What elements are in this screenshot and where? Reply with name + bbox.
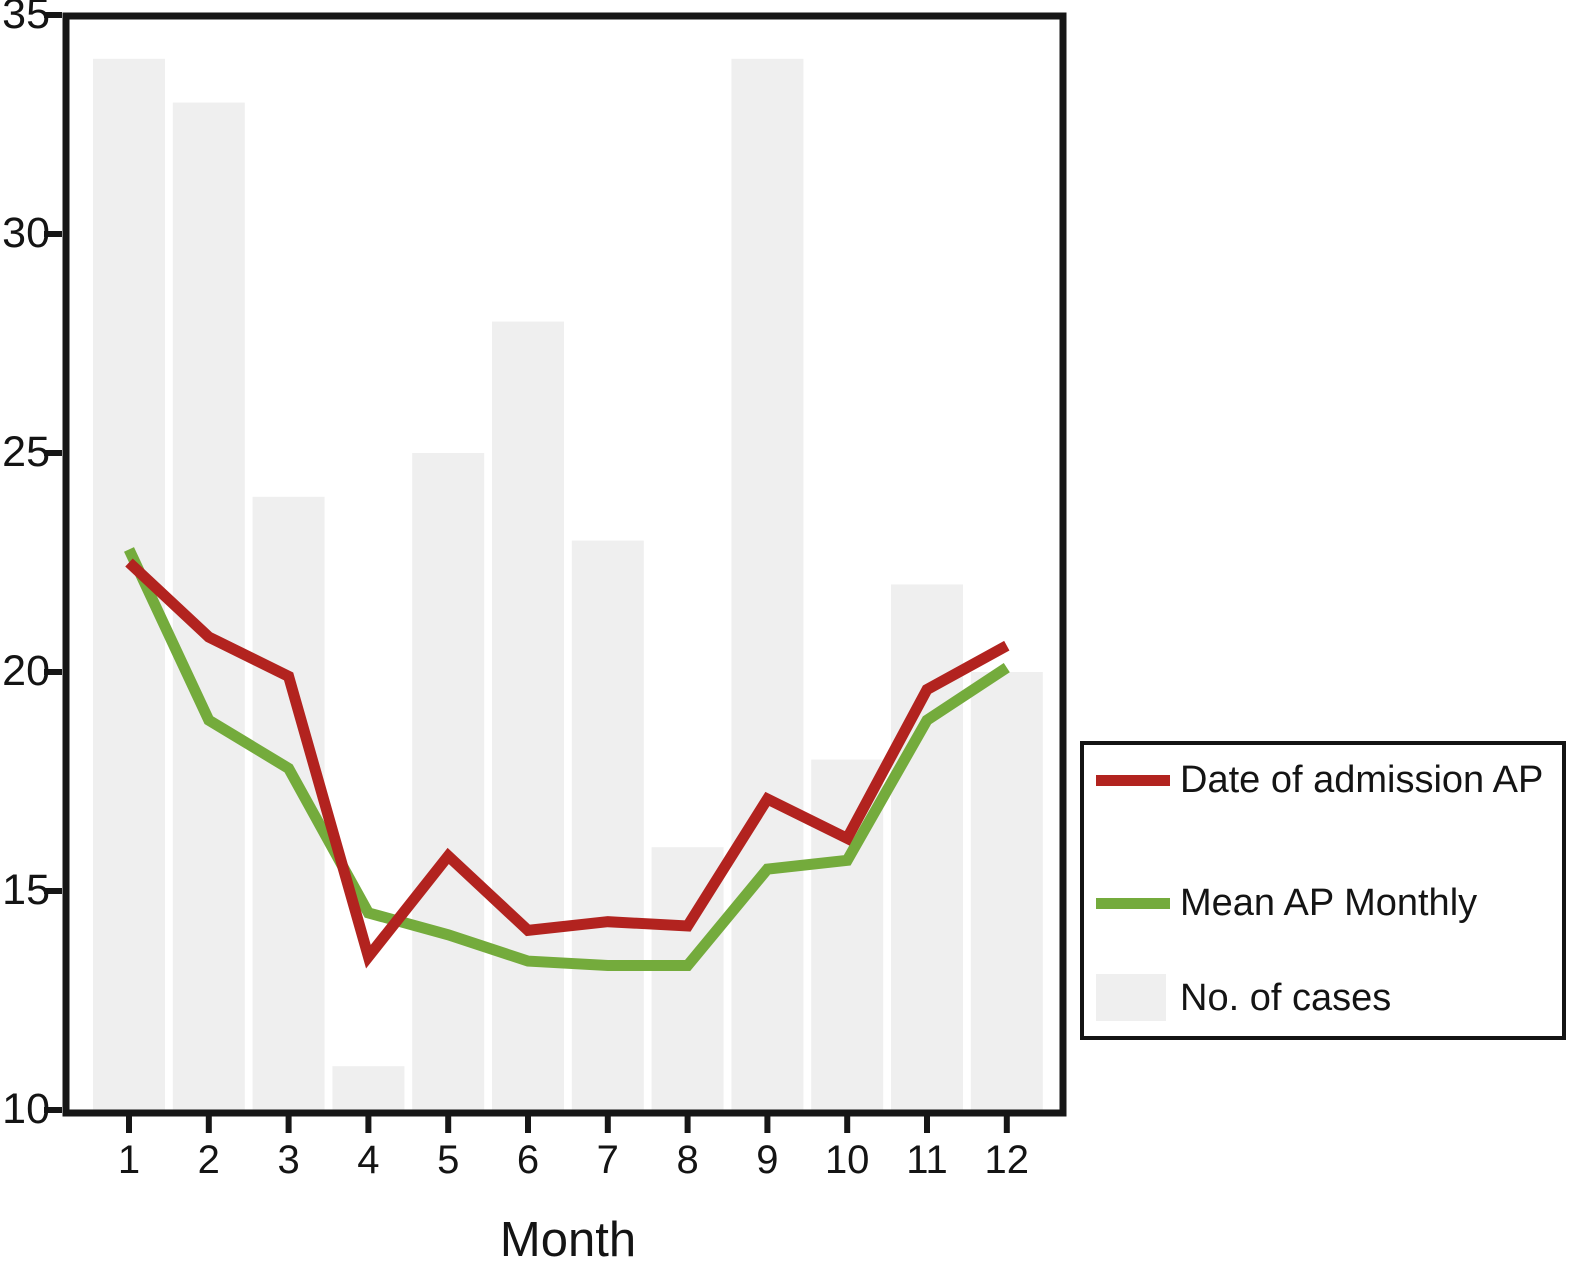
bar-month-11: [891, 584, 963, 1113]
bar-month-9: [731, 58, 804, 1113]
x-tick-label: 10: [824, 1138, 870, 1182]
bar-month-12: [970, 672, 1043, 1113]
x-tick-label: 3: [277, 1138, 300, 1182]
x-tick-label: 4: [357, 1138, 380, 1182]
x-tick-label: 12: [984, 1138, 1030, 1182]
x-tick-label: 9: [756, 1138, 779, 1182]
legend-swatch-mean-line: [1096, 898, 1170, 909]
x-tick-label: 1: [117, 1138, 141, 1182]
x-tick-label: 11: [906, 1138, 948, 1182]
x-tick-label: 2: [197, 1138, 220, 1182]
x-tick-label: 8: [676, 1138, 699, 1182]
legend: Date of admission AP Mean AP Monthly No.…: [1080, 741, 1566, 1040]
bar-month-5: [412, 453, 485, 1113]
y-tick-label: 10: [2, 1085, 50, 1133]
legend-label-admission: Date of admission AP: [1180, 759, 1544, 801]
y-tick-label: 30: [2, 209, 50, 257]
legend-label-cases: No. of cases: [1180, 977, 1392, 1019]
y-tick-label: 20: [2, 647, 50, 695]
bar-month-6: [492, 321, 564, 1114]
x-axis-title: Month: [499, 1213, 637, 1267]
legend-label-mean: Mean AP Monthly: [1180, 882, 1478, 924]
y-tick-label: 35: [2, 0, 50, 38]
x-tick-label: 7: [596, 1138, 619, 1182]
line-date-of-admission-ap: [125, 558, 1010, 969]
line-mean-ap-monthly: [124, 547, 1010, 971]
bar-month-4: [332, 1066, 405, 1113]
x-tick-label: 6: [516, 1138, 540, 1182]
legend-swatch-cases-bar: [1096, 974, 1166, 1021]
legend-swatch-admission-line: [1096, 775, 1170, 786]
y-tick-label: 15: [2, 866, 50, 914]
y-tick-label: 25: [2, 428, 50, 476]
plot-frame: [62, 12, 1067, 1117]
bar-month-7: [571, 540, 644, 1113]
x-tick-label: 5: [437, 1138, 460, 1182]
